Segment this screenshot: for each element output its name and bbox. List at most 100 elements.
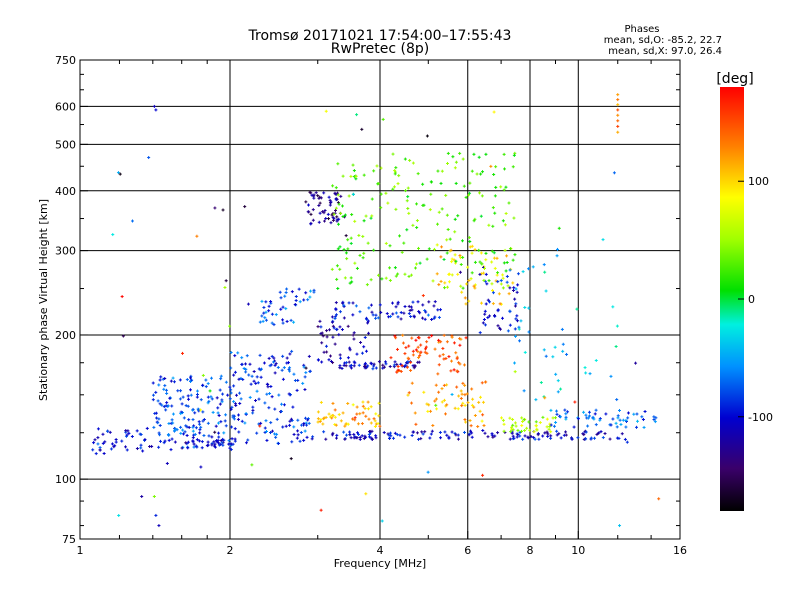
data-point (376, 182, 380, 186)
data-point (376, 422, 380, 426)
data-point (339, 419, 343, 423)
data-point (611, 417, 615, 421)
data-point (101, 441, 105, 445)
data-point (555, 412, 559, 416)
data-point (284, 307, 288, 311)
data-point (404, 189, 408, 193)
data-point (403, 305, 407, 309)
data-point (492, 110, 496, 114)
data-point (255, 375, 259, 379)
data-point (295, 436, 299, 440)
data-point (224, 413, 228, 417)
data-point (316, 358, 320, 362)
colorbar-tick-label: 0 (748, 293, 755, 306)
data-point (210, 376, 214, 380)
data-point (319, 196, 323, 200)
data-point (388, 266, 392, 270)
data-point (615, 436, 619, 440)
data-point (512, 153, 516, 157)
data-point (477, 155, 481, 159)
data-point (515, 314, 519, 318)
data-point (317, 204, 321, 208)
data-point (409, 360, 413, 364)
data-point (643, 410, 647, 414)
data-point (439, 436, 443, 440)
data-point (547, 427, 551, 431)
data-point (454, 433, 458, 437)
data-point (374, 434, 378, 438)
data-point (446, 161, 450, 165)
data-point (338, 267, 342, 271)
data-point (439, 255, 443, 259)
data-point (339, 356, 343, 360)
data-point (436, 169, 440, 173)
data-point (339, 211, 343, 215)
data-point (319, 325, 323, 329)
data-point (311, 208, 315, 212)
data-point (309, 212, 313, 216)
data-point (526, 436, 530, 440)
data-point (545, 425, 549, 429)
data-point (355, 113, 359, 117)
data-point (456, 407, 460, 411)
data-point (355, 405, 359, 409)
data-point (522, 389, 526, 393)
data-point (492, 256, 496, 260)
data-point (484, 380, 488, 384)
data-point (290, 290, 294, 294)
data-point (595, 432, 599, 436)
data-point (370, 310, 374, 314)
data-point (616, 119, 620, 123)
data-point (299, 431, 303, 435)
data-point (496, 431, 500, 435)
data-point (534, 398, 538, 402)
data-point (426, 409, 430, 413)
data-point (307, 354, 311, 358)
data-point (345, 433, 349, 437)
data-point (324, 216, 328, 220)
data-point (388, 278, 392, 282)
data-point (469, 429, 473, 433)
data-point (171, 421, 175, 425)
data-point (508, 323, 512, 327)
data-point (386, 201, 390, 205)
data-point (403, 435, 407, 439)
data-point (488, 300, 492, 304)
data-point (355, 352, 359, 356)
data-point (406, 206, 410, 210)
data-point (360, 127, 364, 131)
data-point (195, 445, 199, 449)
data-point (423, 347, 427, 351)
data-point (169, 448, 173, 452)
data-point (357, 363, 361, 367)
data-point (218, 388, 222, 392)
data-point (508, 309, 512, 313)
data-point (275, 432, 279, 436)
data-point (223, 419, 227, 423)
data-point (505, 260, 509, 264)
data-point (343, 213, 347, 217)
data-point (302, 365, 306, 369)
data-point (618, 408, 622, 412)
data-point (464, 336, 468, 340)
data-point (549, 434, 553, 438)
data-point (512, 286, 516, 290)
data-point (351, 333, 355, 337)
data-point (270, 354, 274, 358)
data-point (120, 295, 124, 299)
data-point (395, 370, 399, 374)
data-point (226, 393, 230, 397)
data-point (429, 432, 433, 436)
data-point (483, 309, 487, 313)
data-point (363, 361, 367, 365)
data-point (154, 411, 158, 415)
data-point (250, 463, 254, 467)
data-point (506, 284, 510, 288)
data-point (352, 364, 356, 368)
data-point (478, 260, 482, 264)
data-point (139, 432, 143, 436)
data-point (298, 439, 302, 443)
data-point (538, 421, 542, 425)
data-point (490, 282, 494, 286)
data-point (470, 169, 474, 173)
